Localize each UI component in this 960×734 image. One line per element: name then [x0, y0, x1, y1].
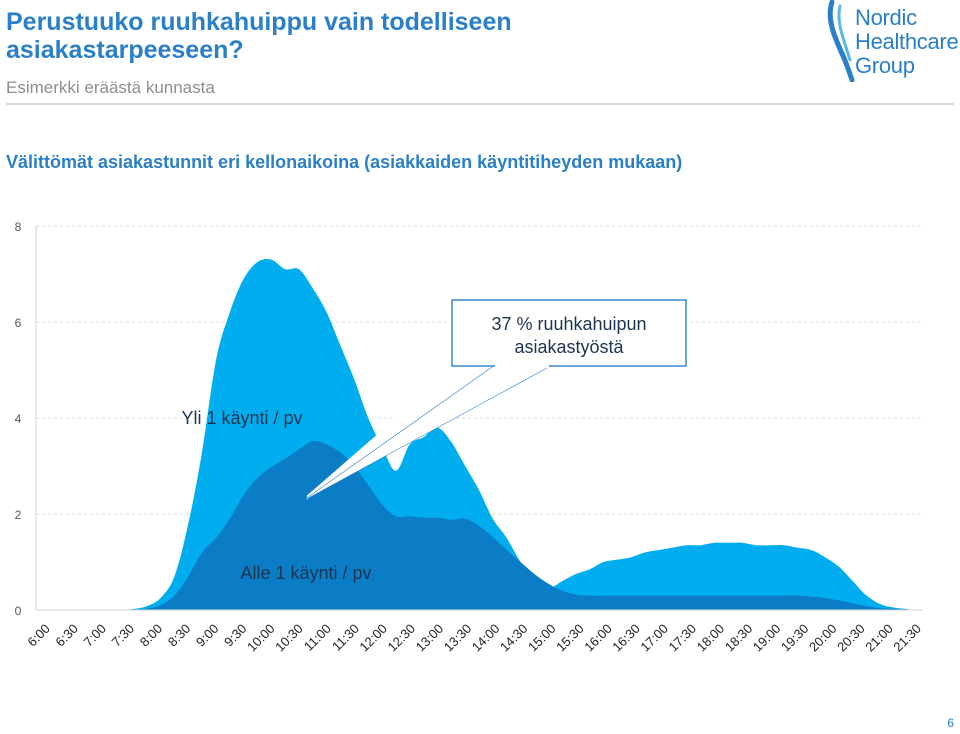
x-tick-label: 11:30 — [329, 621, 362, 654]
x-tick-label: 18:30 — [722, 621, 756, 655]
y-tick-label-0: 0 — [15, 604, 22, 618]
x-tick-label: 16:30 — [609, 621, 643, 655]
x-tick-label: 20:00 — [806, 621, 840, 655]
x-tick-label: 19:30 — [778, 621, 812, 655]
logo-line-1: Nordic — [855, 5, 917, 30]
callout-layer: 37 % ruuhkahuipun asiakastyöstä — [304, 299, 687, 501]
x-tick-label: 20:30 — [834, 621, 868, 655]
y-tick-label-6: 6 — [15, 316, 22, 330]
x-tick-label: 16:00 — [581, 621, 615, 655]
callout-join — [495, 364, 549, 368]
page-number: 6 — [947, 716, 954, 730]
header-divider — [6, 103, 954, 105]
callout-box — [451, 299, 687, 367]
grid-layer — [36, 225, 922, 515]
x-tick-label: 12:30 — [385, 621, 419, 655]
x-tick-label: 18:00 — [694, 621, 728, 655]
logo-line-3: Group — [855, 53, 915, 78]
chart-title: Välittömät asiakastunnit eri kellonaikoi… — [6, 152, 683, 172]
callout-pointer-body — [304, 366, 550, 500]
x-tick-label: 6:00 — [24, 621, 53, 650]
x-tick-label: 8:00 — [137, 621, 166, 650]
x-tick-label: 21:00 — [862, 621, 896, 655]
x-tick-label: 10:00 — [244, 621, 278, 655]
y-tick-label-4: 4 — [15, 412, 22, 426]
x-tick-label: 10:30 — [272, 621, 306, 655]
page-subtitle: Esimerkki eräästä kunnasta — [6, 78, 215, 97]
x-tick-label: 15:30 — [553, 621, 587, 655]
x-tick-label: 11:00 — [301, 621, 334, 654]
area-alle-1-kaynti — [36, 440, 909, 610]
x-tick-label: 19:00 — [750, 621, 784, 655]
x-tick-label: 8:30 — [165, 621, 194, 650]
x-tick-label: 7:30 — [109, 621, 138, 650]
label-layer: Yli 1 käynti / pv Alle 1 käynti / pv — [181, 408, 371, 583]
x-tick-label: 21:30 — [890, 621, 924, 655]
x-tick-label: 14:00 — [469, 621, 503, 655]
callout-text-line-2: asiakastyöstä — [514, 337, 624, 357]
x-tick-label: 13:00 — [413, 621, 447, 655]
page-title: Perustuuko ruuhkahuippu vain todelliseen… — [6, 8, 512, 64]
logo-line-2: Healthcare — [855, 29, 959, 54]
y-tick-label-8: 8 — [15, 220, 22, 234]
series-label-alle-1-kaynti: Alle 1 käynti / pv — [240, 563, 371, 583]
x-tick-label: 14:30 — [497, 621, 531, 655]
x-tick-label: 9:00 — [193, 621, 222, 650]
nordic-healthcare-logo-icon — [827, 0, 855, 82]
x-tick-label: 15:00 — [525, 621, 559, 655]
callout-text-line-1: 37 % ruuhkahuipun — [491, 314, 646, 334]
series-label-yli-1-kaynti: Yli 1 käynti / pv — [181, 408, 302, 428]
x-tick-label: 7:00 — [81, 621, 110, 650]
x-tick-label: 17:00 — [637, 621, 671, 655]
y-tick-label-2: 2 — [15, 508, 22, 522]
x-tick-label: 17:30 — [666, 621, 700, 655]
x-tick-label: 13:30 — [441, 621, 475, 655]
area-layer — [36, 258, 909, 610]
x-tick-label: 6:30 — [52, 621, 81, 650]
x-tick-label: 12:00 — [356, 621, 390, 655]
